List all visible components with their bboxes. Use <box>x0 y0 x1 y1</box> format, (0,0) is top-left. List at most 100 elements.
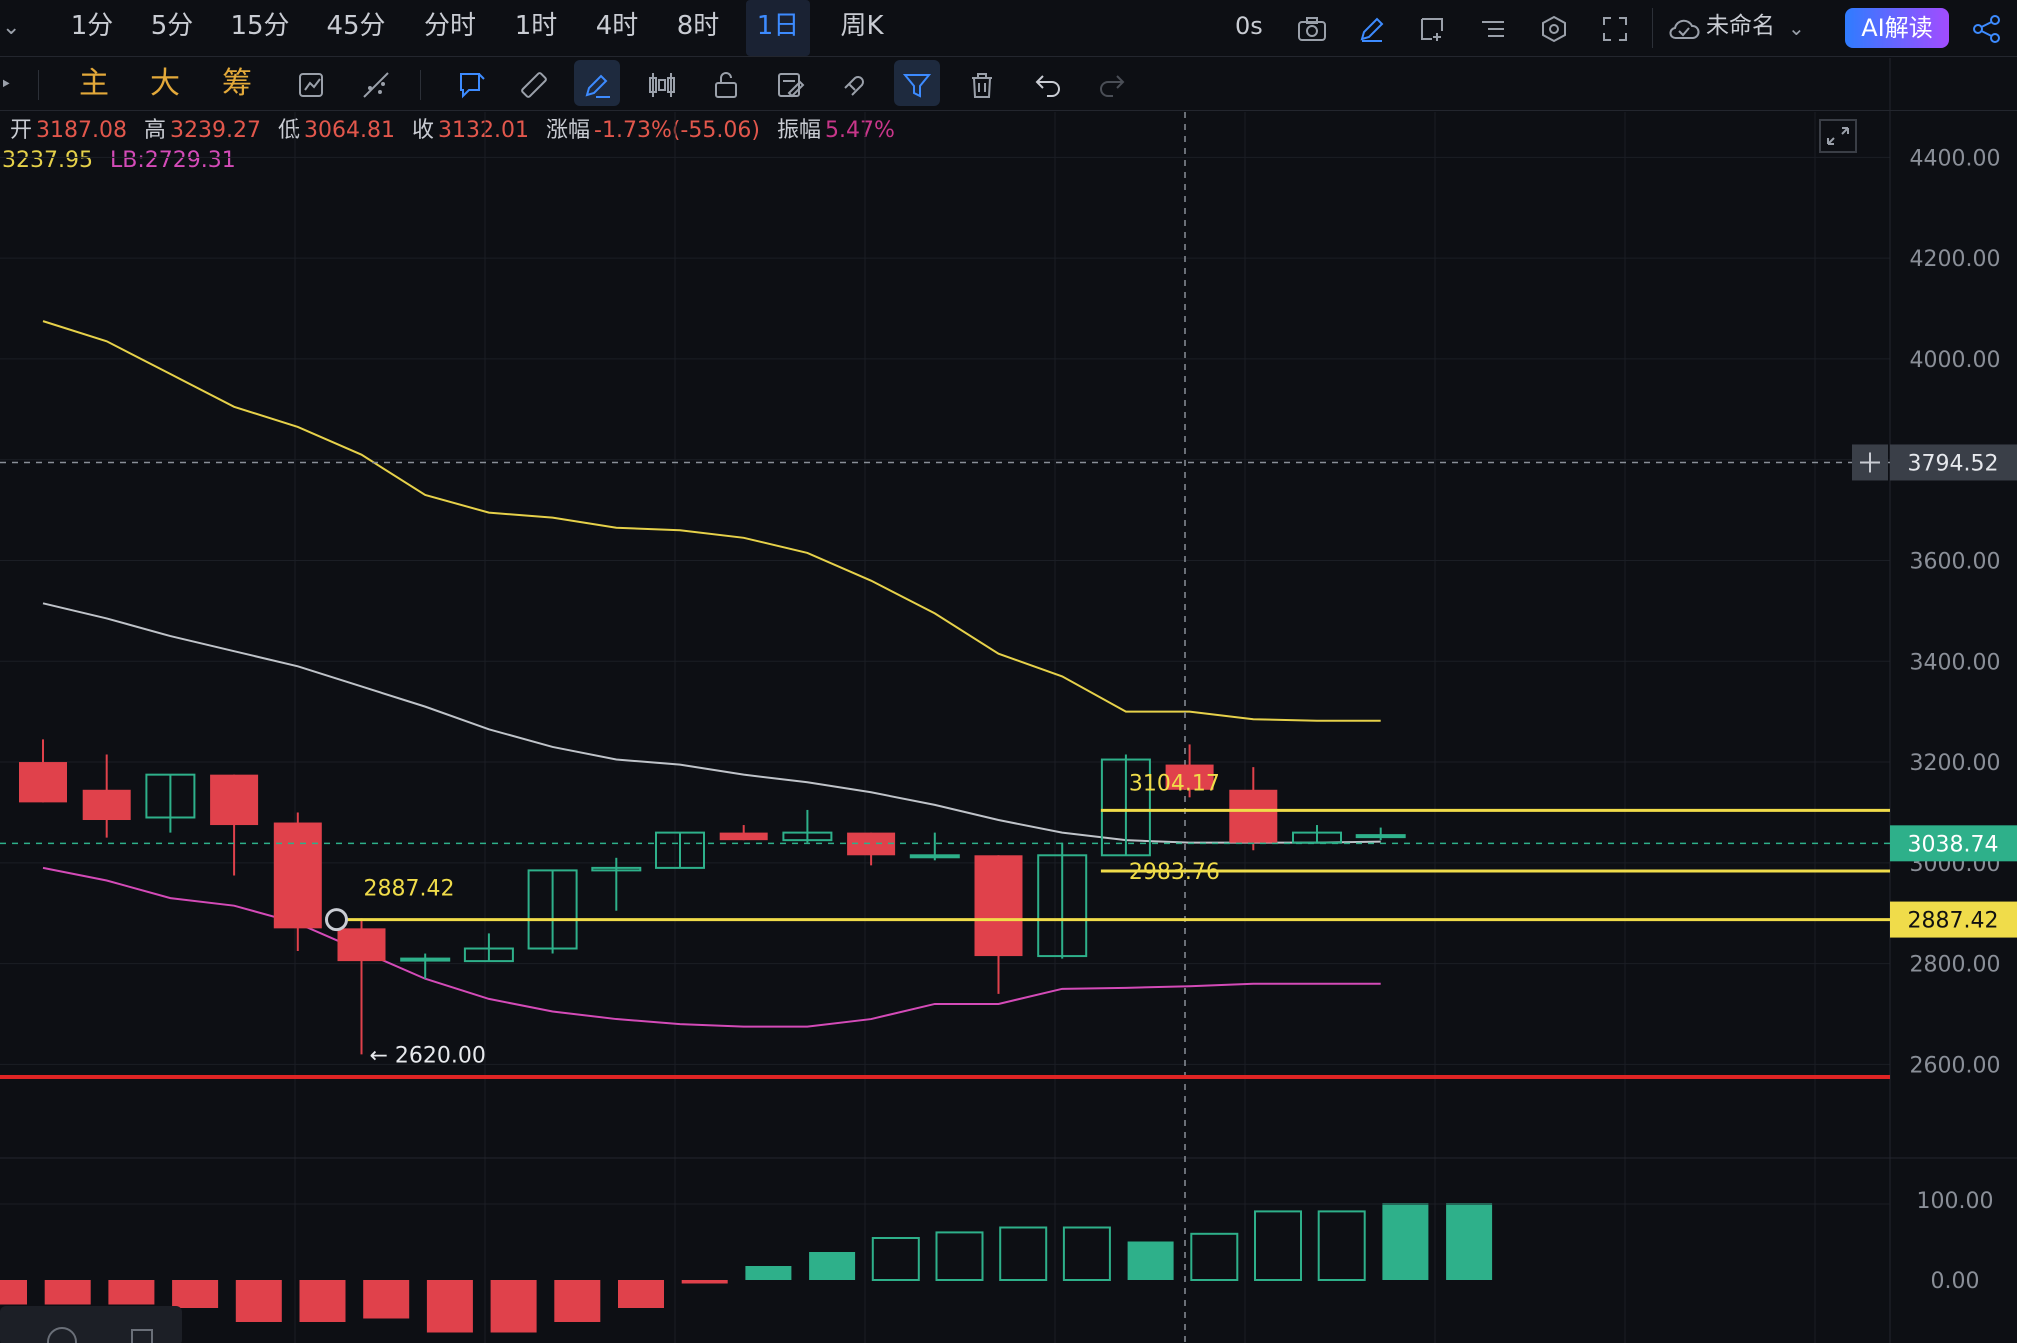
brush-icon[interactable] <box>577 58 617 110</box>
volume-bar <box>1382 1203 1429 1280</box>
horizontal-line-label: 3104.17 <box>1129 771 1220 796</box>
camera-icon[interactable] <box>1297 0 1327 56</box>
timeframe-tab-8[interactable]: 1日 <box>746 0 810 56</box>
y-tick-label: 3400.00 <box>1910 650 2001 675</box>
y-tick-label: 4200.00 <box>1910 247 2001 272</box>
candle-style-icon[interactable] <box>642 58 682 110</box>
volume-bar <box>490 1280 537 1333</box>
change-value: -1.73%(-55.06) <box>594 118 760 143</box>
main-indicator-button[interactable]: 主 <box>79 66 109 101</box>
pane-trash-icon <box>131 1329 153 1343</box>
timeframe-tab-0[interactable]: 1分 <box>70 11 114 41</box>
lock-icon[interactable] <box>706 58 746 110</box>
last-price-label: 3038.74 <box>1908 832 1999 857</box>
volume-bar <box>235 1280 282 1322</box>
pane-settings-icon <box>47 1327 77 1343</box>
volume-bar <box>172 1280 219 1308</box>
timeframe-tab-5[interactable]: 1时 <box>514 11 558 41</box>
volume-bar <box>0 1280 27 1305</box>
replay-icon[interactable] <box>292 58 332 110</box>
big-order-button[interactable]: 大 <box>150 66 180 101</box>
add-chart-icon[interactable] <box>1418 0 1446 56</box>
candle-body <box>1355 834 1406 839</box>
collapse-arrow-icon[interactable]: ‣ <box>0 72 12 96</box>
upper-band-line <box>42 320 1381 722</box>
list-icon[interactable] <box>1480 0 1506 56</box>
timeframe-tab-3[interactable]: 45分 <box>326 11 386 41</box>
ruler-icon[interactable] <box>514 58 554 110</box>
open-label: 开 <box>10 118 33 143</box>
timeframe-tab-1[interactable]: 5分 <box>150 11 194 41</box>
redo-icon[interactable] <box>1092 58 1132 110</box>
lower-band-value: LB:2729.31 <box>109 148 236 173</box>
chevron-down-icon[interactable]: ⌄ <box>2 15 21 40</box>
fullscreen-icon[interactable] <box>1602 0 1628 56</box>
candle-body <box>82 789 131 821</box>
timeframe-tab-6[interactable]: 4时 <box>595 11 639 41</box>
middle-band-line <box>42 602 1381 844</box>
volume-tick-label: 0.00 <box>1931 1269 1980 1294</box>
line-anchor-point <box>325 908 348 932</box>
volume-bar <box>1254 1210 1302 1282</box>
timeframe-tab-9[interactable]: 周K <box>840 11 884 41</box>
candle-body <box>1037 854 1088 958</box>
change-label: 涨幅 <box>546 118 591 143</box>
magnet-icon[interactable] <box>834 58 874 110</box>
ohlc-readout: 开 3187.08 高 3239.27 低 3064.81 收 3132.01 涨幅 -1… <box>10 112 905 144</box>
divider <box>420 70 421 100</box>
active-tool-highlight <box>574 60 620 106</box>
horizontal-line-tag <box>1890 901 2017 938</box>
volume-bar <box>1190 1232 1239 1282</box>
volume-bar <box>363 1280 410 1319</box>
filter-icon[interactable] <box>897 58 937 110</box>
candle-body <box>337 928 386 962</box>
timeframe-tab-4[interactable]: 分时 <box>423 11 476 41</box>
cloud-check-icon[interactable] <box>1668 0 1700 56</box>
horizontal-line-label: 2983.76 <box>1129 860 1220 885</box>
lower-band-line <box>42 866 1381 1028</box>
low-price-annotation: ← 2620.00 <box>370 1043 486 1068</box>
y-tick-label: 4000.00 <box>1910 348 2001 373</box>
layout-name[interactable]: 未命名 <box>1706 13 1775 39</box>
candle-body <box>719 832 768 841</box>
volume-bar <box>44 1280 91 1305</box>
undo-icon[interactable] <box>1028 58 1068 110</box>
horizontal-line-tag-label: 2887.42 <box>1908 909 1999 934</box>
candle-body <box>527 869 578 950</box>
crosshair-price-label: 3794.52 <box>1908 451 1999 476</box>
crosshair-price-tag <box>1890 444 2017 481</box>
low-value: 3064.81 <box>304 118 395 143</box>
divider <box>1652 8 1653 48</box>
timeframe-tab-7[interactable]: 8时 <box>676 11 720 41</box>
volume-bar <box>681 1280 728 1284</box>
trash-icon[interactable] <box>962 58 1002 110</box>
horizontal-line-label: 2887.42 <box>364 877 455 902</box>
expand-icon[interactable] <box>1818 118 1858 158</box>
volume-bar <box>1317 1210 1366 1282</box>
candle-body <box>210 774 259 826</box>
annotation-icon[interactable] <box>452 58 492 110</box>
crosshair-plus-box <box>1852 444 1888 481</box>
volume-bar <box>299 1280 346 1322</box>
compare-icon[interactable] <box>356 58 396 110</box>
pen-icon[interactable] <box>1358 0 1386 56</box>
timeframe-tab-2[interactable]: 15分 <box>230 11 290 41</box>
upper-band-value: 3237.95 <box>2 148 93 173</box>
settings-icon[interactable] <box>1540 0 1568 56</box>
candle-body <box>273 822 322 929</box>
y-tick-label: 3600.00 <box>1910 549 2001 574</box>
open-value: 3187.08 <box>36 118 127 143</box>
last-price-tag <box>1890 825 2017 862</box>
volume-bar <box>1062 1226 1111 1281</box>
chip-distribution-button[interactable]: 筹 <box>222 66 252 101</box>
volume-bar <box>1446 1203 1493 1280</box>
chevron-down-icon[interactable]: ⌄ <box>1788 16 1805 40</box>
share-icon[interactable] <box>1972 0 2002 56</box>
edit-note-icon[interactable] <box>770 58 810 110</box>
candle-body <box>1165 764 1214 790</box>
divider <box>38 70 39 100</box>
candle-body <box>655 831 705 869</box>
volume-bar <box>108 1280 155 1305</box>
ai-interpret-button[interactable]: AI解读 <box>1845 8 1949 48</box>
